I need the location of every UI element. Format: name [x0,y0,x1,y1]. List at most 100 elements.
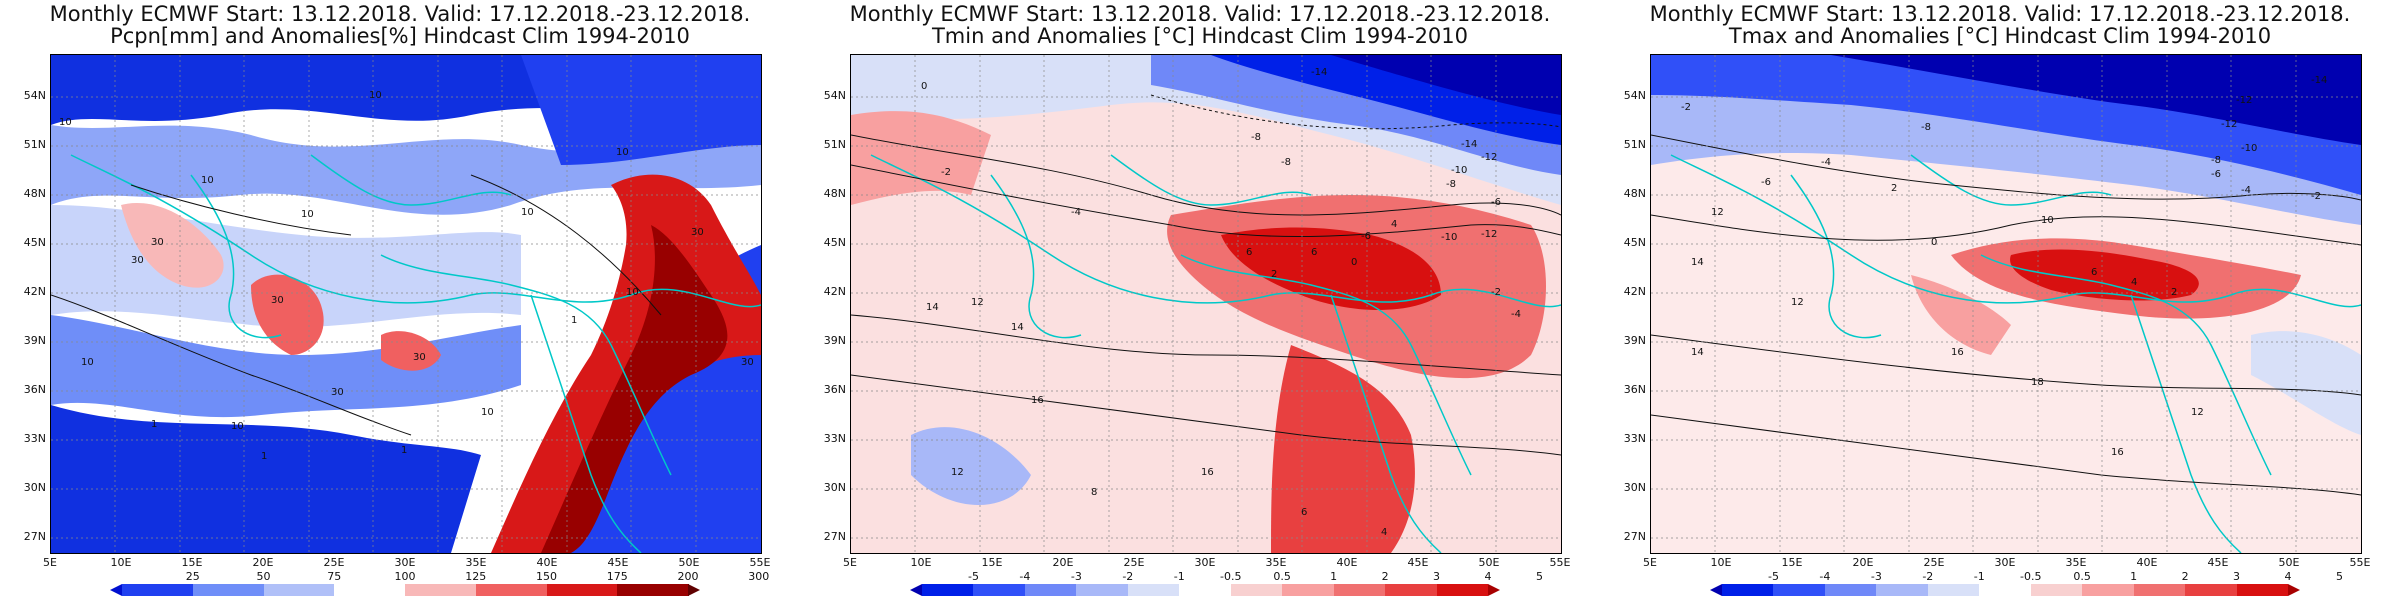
latitude-tick-label: 51N [823,138,846,151]
contour-label: 10 [626,287,639,298]
longitude-tick-label: 35E [465,556,487,569]
contour-label: -2 [1681,102,1691,113]
colorbar-segment [1773,584,1826,596]
longitude-tick-label: 10E [1710,556,1732,569]
colorbar-tick-label: 0.5 [2073,570,2091,583]
colorbar-segment [973,584,1026,596]
contour-label: -8 [2211,155,2221,166]
colorbar-segment [2082,584,2135,596]
latitude-tick-label: 45N [1623,236,1646,249]
contour-label: -4 [1821,157,1831,168]
contour-label: -6 [1361,231,1371,242]
contour-label: 14 [1691,347,1704,358]
latitude-tick-label: 27N [823,530,846,543]
contour-label: 2 [1891,183,1897,194]
longitude-tick-label: 5E [1643,556,1657,569]
longitude-tick-label: 45E [2207,556,2229,569]
colorbar-segment [1333,584,1386,596]
contour-label: 12 [971,297,984,308]
longitude-tick-label: 10E [910,556,932,569]
longitude-tick-label: 15E [981,556,1003,569]
contour-label: 0 [1931,237,1937,248]
colorbar-segment [1436,584,1489,596]
colorbar-segment [2030,584,2083,596]
precip-panel: Monthly ECMWF Start: 13.12.2018. Valid: … [0,0,800,600]
contour-label: 10 [369,90,382,101]
longitude-tick-label: 35E [1265,556,1287,569]
colorbar-max-arrow [2288,584,2300,596]
colorbar-tick-label: -0.5 [2019,570,2042,583]
colorbar-segment [1076,584,1129,596]
longitude-tick-label: 20E [1852,556,1874,569]
colorbar-segment [1127,584,1180,596]
colorbar-segment [2133,584,2186,596]
longitude-tick-label: 45E [1407,556,1429,569]
contour-label: 10 [2041,215,2054,226]
contour-label: 1 [401,445,407,456]
colorbar [910,584,1500,596]
contour-label: 12 [2191,407,2204,418]
latitude-tick-label: 42N [1623,285,1646,298]
colorbar-segment [263,584,335,596]
colorbar-tick-label: 3 [1433,570,1441,583]
contour-label: 10 [231,421,244,432]
longitude-tick-label: 55E [2349,556,2371,569]
colorbar-tick-label: 300 [748,570,770,583]
contour-label: 10 [81,357,94,368]
contour-label: 10 [59,117,72,128]
longitude-tick-label: 5E [843,556,857,569]
contour-label: -10 [1441,232,1457,243]
map-plot-area: 10 10 30 10 10 30 30 30 10 30 10 10 1 10… [50,54,762,554]
latitude-tick-label: 30N [23,481,46,494]
latitude-tick-label: 42N [23,285,46,298]
colorbar-tick-label: -1 [1173,570,1185,583]
latitude-tick-label: 54N [1623,89,1646,102]
contour-label: 6 [1301,507,1307,518]
contour-label: 30 [413,352,426,363]
colorbar-segment [1385,584,1438,596]
contour-labels: 10 10 30 10 10 30 30 30 10 30 10 10 1 10… [59,90,754,462]
contour-label: 6 [1246,247,1252,258]
latitude-tick-label: 54N [823,89,846,102]
longitude-tick-label: 30E [1194,556,1216,569]
latitude-tick-label: 30N [823,481,846,494]
colorbar-tick-label: -4 [1019,570,1031,583]
tmax-map: -14 -12 -12 -10 -8 -6 -4 -2 -2 -4 -6 -8 … [1651,55,2361,553]
contour-label: 6 [2091,267,2097,278]
contour-label: 8 [1091,487,1097,498]
contour-label: -4 [1071,207,1081,218]
longitude-tick-label: 15E [1781,556,1803,569]
contour-label: 10 [301,209,314,220]
contour-label: 0 [1351,257,1357,268]
longitude-tick-label: 50E [2278,556,2300,569]
colorbar-segment [1876,584,1929,596]
latitude-tick-label: 48N [1623,187,1646,200]
contour-labels: -14 -8 -8 -14 -12 -10 -8 -6 0 -2 -4 4 6 … [921,67,1521,538]
longitude-tick-label: 30E [1994,556,2016,569]
colorbar-segment [1179,584,1232,596]
contour-label: 16 [1201,467,1214,478]
panel-title-line1: Monthly ECMWF Start: 13.12.2018. Valid: … [49,2,751,26]
contour-label: -8 [1446,179,1456,190]
colorbar-segment [546,584,618,596]
latitude-tick-label: 51N [23,138,46,151]
colorbar-segment [1282,584,1335,596]
colorbar-tick-label: -2 [1922,570,1934,583]
colorbar [110,584,700,596]
contour-label: 30 [741,357,754,368]
contour-label: 1 [571,315,577,326]
longitude-tick-label: 25E [1923,556,1945,569]
contour-label: -4 [2241,185,2251,196]
latitude-tick-label: 51N [1623,138,1646,151]
latitude-tick-label: 33N [23,432,46,445]
latitude-tick-label: 36N [823,383,846,396]
contour-label: -12 [2236,95,2252,106]
colorbar-tick-label: 1 [1330,570,1338,583]
colorbar-tick-label: 2 [1381,570,1389,583]
longitude-tick-label: 40E [2136,556,2158,569]
contour-label: 12 [1791,297,1804,308]
colorbar-segment [1927,584,1980,596]
contour-label: 12 [1711,207,1724,218]
colorbar-segment [922,584,974,596]
latitude-tick-label: 27N [23,530,46,543]
